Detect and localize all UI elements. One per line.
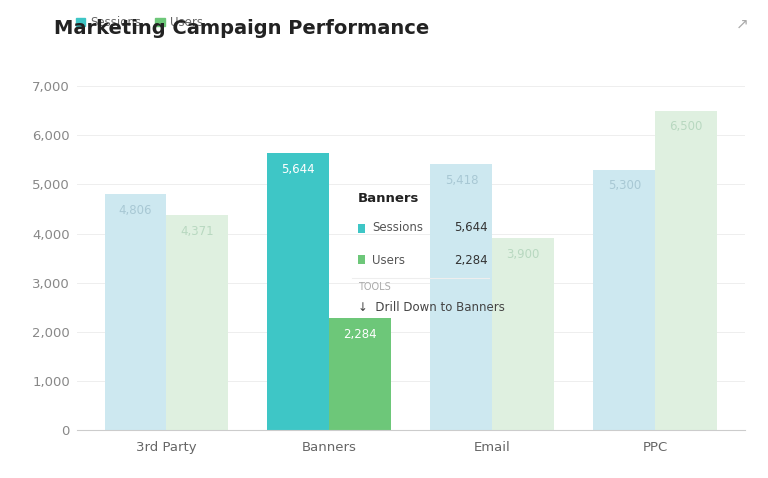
Text: 3,900: 3,900 <box>507 248 540 261</box>
Bar <box>104 194 167 430</box>
Text: 5,644: 5,644 <box>454 221 488 234</box>
Bar <box>430 164 492 430</box>
Text: Users: Users <box>372 254 405 267</box>
Text: Sessions: Sessions <box>372 221 423 234</box>
Text: Banners: Banners <box>358 192 419 205</box>
Text: 4,806: 4,806 <box>119 204 152 217</box>
Bar <box>267 152 329 430</box>
Text: 2,284: 2,284 <box>454 254 488 267</box>
Text: 2,284: 2,284 <box>343 328 377 341</box>
Text: ↓  Drill Down to Banners: ↓ Drill Down to Banners <box>358 301 505 314</box>
Bar <box>329 318 392 430</box>
FancyBboxPatch shape <box>358 255 365 264</box>
Text: TOOLS: TOOLS <box>358 282 391 293</box>
Text: 5,300: 5,300 <box>607 179 641 193</box>
Text: ↗: ↗ <box>736 17 749 32</box>
Bar <box>655 110 717 430</box>
Text: 5,644: 5,644 <box>282 163 315 175</box>
Text: 5,418: 5,418 <box>445 174 478 186</box>
Bar <box>167 215 228 430</box>
Text: 4,371: 4,371 <box>180 225 214 238</box>
Text: 6,500: 6,500 <box>670 120 703 133</box>
Legend: Sessions, Users: Sessions, Users <box>76 16 203 29</box>
Text: Marketing Campaign Performance: Marketing Campaign Performance <box>54 19 429 38</box>
Bar <box>594 170 655 430</box>
FancyBboxPatch shape <box>358 224 365 233</box>
Bar <box>492 239 554 430</box>
